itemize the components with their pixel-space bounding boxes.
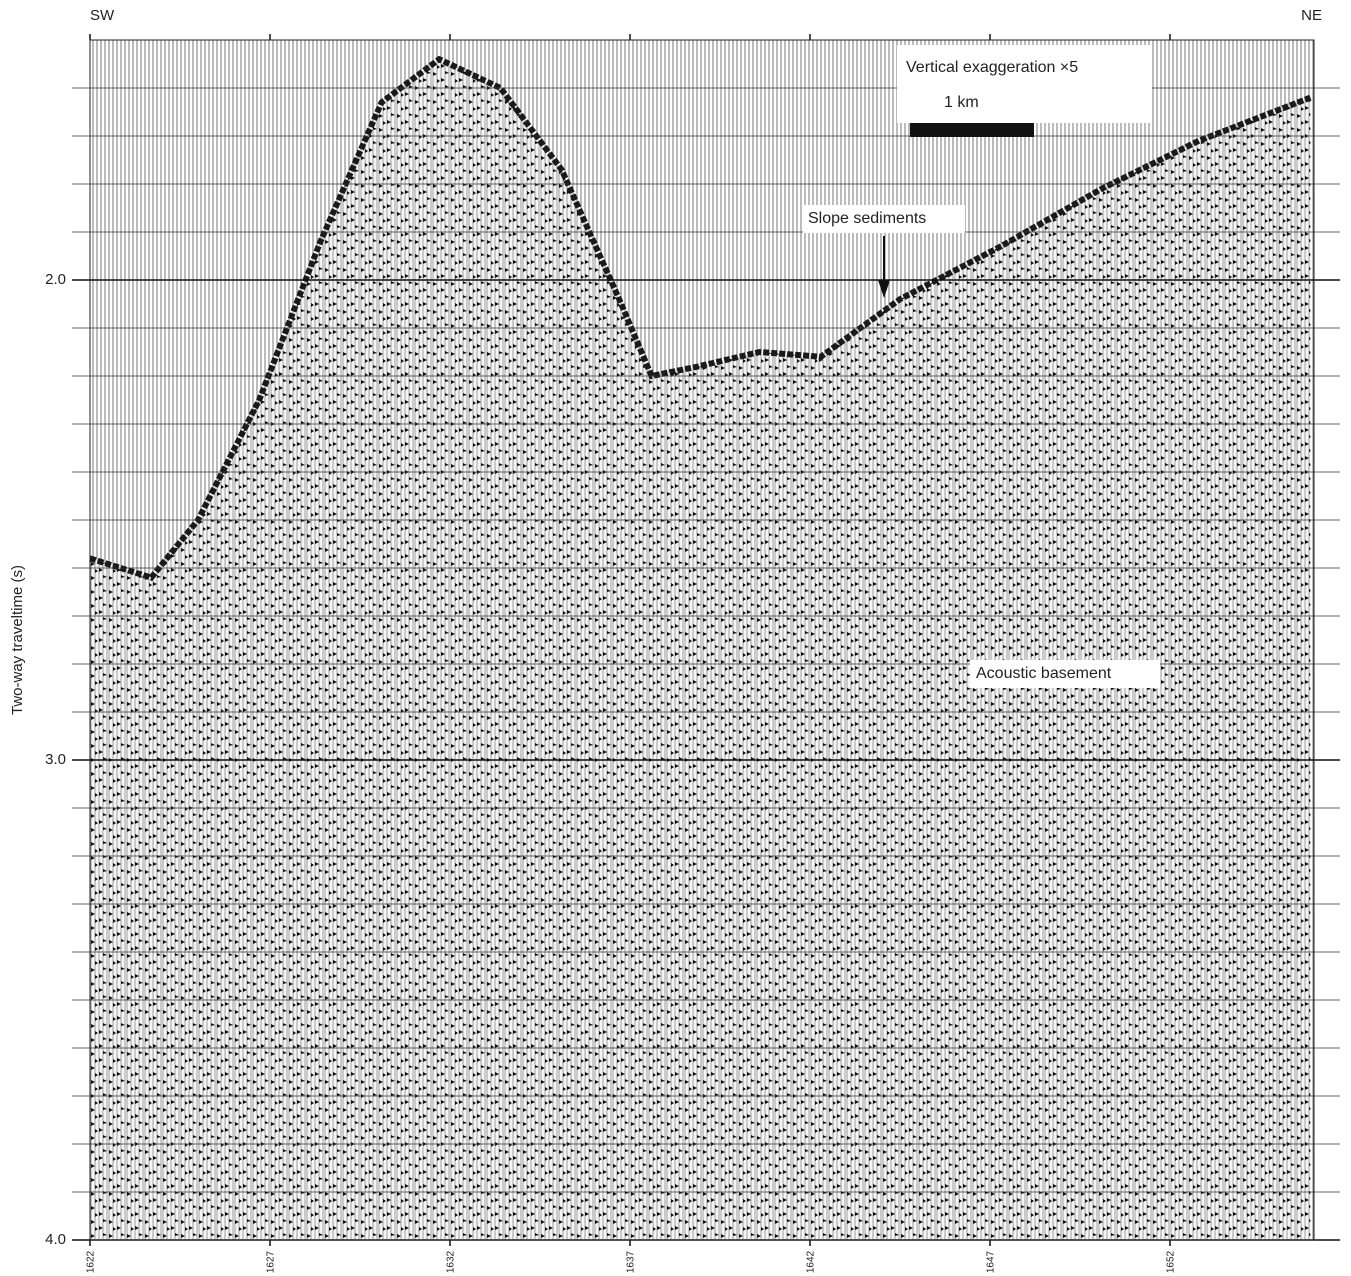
annotation: Acoustic basement: [976, 665, 1112, 682]
y-tick-label: 2.0: [45, 271, 66, 288]
y-tick-label: 3.0: [45, 751, 66, 768]
direction-label: SW: [90, 7, 115, 24]
direction-label: NE: [1301, 7, 1322, 24]
x-tick-label: 1647: [986, 1250, 997, 1273]
y-axis-label: Two-way traveltime (s): [9, 565, 26, 715]
annotation: 1 km: [944, 94, 979, 111]
arrow-head: [878, 280, 890, 298]
x-tick-label: 1627: [266, 1250, 277, 1273]
x-tick-label: 1632: [446, 1250, 457, 1273]
x-tick-label: 1637: [626, 1250, 637, 1273]
annotation-box: [970, 660, 1160, 688]
x-tick-label: 1622: [86, 1250, 97, 1273]
annotation: Slope sediments: [808, 210, 926, 227]
y-tick-label: 4.0: [45, 1231, 66, 1248]
x-tick-label: 1652: [1166, 1250, 1177, 1273]
annotation-box: [897, 45, 1152, 123]
basement-fill: [90, 59, 1311, 1241]
x-tick-label: 1642: [806, 1250, 817, 1273]
annotation-box: [803, 205, 965, 233]
plot-frame: [89, 39, 1315, 1241]
annotation: Vertical exaggeration ×5: [906, 59, 1078, 76]
seafloor-reflector: [89, 55, 1312, 582]
scale-bar: [910, 123, 1034, 137]
